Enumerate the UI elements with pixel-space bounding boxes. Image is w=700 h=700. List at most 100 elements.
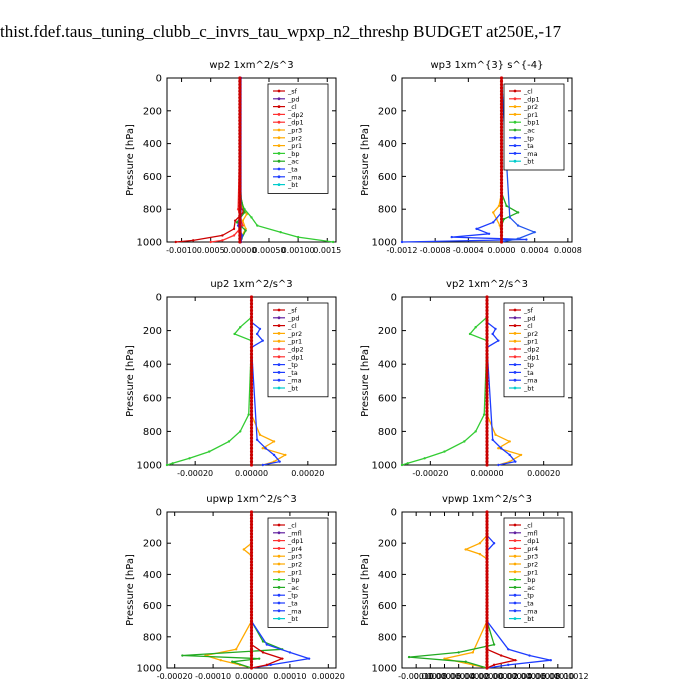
series-point-ac <box>505 204 508 208</box>
legend-marker <box>277 523 281 527</box>
legend-label: _pr1 <box>287 338 302 346</box>
zero-profile-point <box>238 89 242 93</box>
legend-label: _ta <box>287 166 298 174</box>
zero-profile-point <box>249 625 254 630</box>
zero-profile-point <box>249 632 254 636</box>
legend-marker <box>513 324 517 327</box>
zero-profile-point <box>249 535 254 539</box>
zero-profile-point <box>249 399 254 403</box>
legend-marker <box>277 159 281 163</box>
zero-profile-point <box>238 227 242 231</box>
legend-marker <box>513 601 517 605</box>
zero-profile-point <box>249 449 254 454</box>
legend-marker <box>513 378 517 382</box>
series-point-ac <box>181 654 184 657</box>
zero-profile-point <box>499 201 504 205</box>
legend-marker <box>277 144 281 148</box>
zero-profile-point <box>499 217 504 221</box>
zero-profile-point <box>499 197 504 201</box>
zero-profile-point <box>485 638 489 642</box>
zero-profile-point <box>499 220 504 224</box>
zero-profile-point <box>238 102 242 106</box>
y-tick-label: 800 <box>378 632 397 643</box>
y-tick-label: 0 <box>391 74 397 85</box>
legend-marker <box>277 128 281 132</box>
series-point-cl <box>265 663 269 667</box>
zero-profile-point <box>249 322 254 326</box>
zero-profile-point <box>485 522 489 527</box>
zero-profile-point <box>485 439 489 444</box>
zero-profile-point <box>499 168 504 172</box>
zero-profile-point <box>249 622 254 626</box>
zero-profile-point <box>238 125 242 129</box>
series-point-pr1 <box>284 453 287 457</box>
series-point-pr1 <box>272 440 276 443</box>
legend-label: _bt <box>523 385 534 393</box>
zero-profile-point <box>485 597 489 601</box>
zero-profile-point <box>485 628 489 633</box>
zero-profile-point <box>249 635 254 639</box>
series-point-tp <box>514 460 517 463</box>
legend-label: _pr1 <box>287 142 302 150</box>
zero-profile-point <box>249 613 254 617</box>
legend-marker <box>277 586 281 589</box>
zero-profile-point <box>485 362 489 366</box>
zero-profile-point <box>499 86 504 90</box>
zero-profile-point <box>238 76 242 80</box>
series-point-tp <box>549 659 552 662</box>
zero-profile-point <box>249 463 254 467</box>
legend-label: _tp <box>523 134 534 142</box>
legend-label: _pr3 <box>287 553 302 561</box>
zero-profile-point <box>238 148 242 152</box>
legend: _cl_mfl_dp1_pr4_pr3_pr2_pr1_bp_ac_tp_ta_… <box>267 517 329 628</box>
zero-profile-point <box>485 376 489 380</box>
series-point-dp2 <box>400 463 404 467</box>
zero-profile-point <box>249 352 254 356</box>
series-point-dp2 <box>241 224 244 227</box>
y-tick-label: 0 <box>391 293 397 304</box>
series-point-dp2 <box>227 440 231 443</box>
legend-marker <box>513 523 517 527</box>
zero-profile-point <box>249 439 254 444</box>
series-point-pr1 <box>279 230 282 234</box>
zero-profile-point <box>249 429 254 433</box>
y-axis-label: Pressure [hPa] <box>360 124 371 196</box>
chart-panel-4: vp2 1xm^2/s^3 Pressure [hPa] 0 200 400 600 800… <box>360 279 573 478</box>
zero-profile-point <box>485 305 489 309</box>
zero-profile-point <box>499 187 504 192</box>
y-tick-label: 200 <box>378 539 397 550</box>
legend-marker <box>277 167 281 171</box>
zero-profile-point <box>485 312 489 316</box>
zero-profile-point <box>238 142 242 146</box>
legend-label: _ma <box>287 173 302 181</box>
x-tick-label: 0.00000 <box>223 246 256 255</box>
legend-label: _pr2 <box>287 134 302 142</box>
zero-profile-point <box>485 604 489 608</box>
zero-profile-point <box>485 582 489 586</box>
y-tick-label: 400 <box>143 570 162 581</box>
zero-profile-point <box>249 443 254 447</box>
zero-profile-point <box>238 197 242 201</box>
y-tick-label: 0 <box>391 508 397 519</box>
y-tick-label: 0 <box>156 74 162 85</box>
legend-marker <box>277 578 281 581</box>
legend-label: _tp <box>287 592 298 600</box>
zero-profile-point <box>485 610 489 614</box>
zero-profile-point <box>238 109 242 113</box>
chart-title: wp2 1xm^2/s^3 <box>209 60 293 71</box>
legend-label: _cl <box>523 522 533 530</box>
zero-profile-point <box>249 610 254 614</box>
zero-profile-point <box>249 318 254 323</box>
zero-profile-point <box>249 308 254 313</box>
zero-profile-point <box>485 529 489 533</box>
zero-profile-point <box>249 660 254 664</box>
y-tick-label: 600 <box>378 172 397 183</box>
y-tick-label: 1000 <box>137 461 162 472</box>
zero-profile-point <box>499 191 504 195</box>
series-point-ac <box>243 211 246 214</box>
series-point-tp <box>497 463 500 467</box>
zero-profile-point <box>249 510 254 514</box>
legend-marker <box>277 316 281 320</box>
zero-profile-point <box>485 660 489 664</box>
legend-label: _ac <box>287 158 299 166</box>
